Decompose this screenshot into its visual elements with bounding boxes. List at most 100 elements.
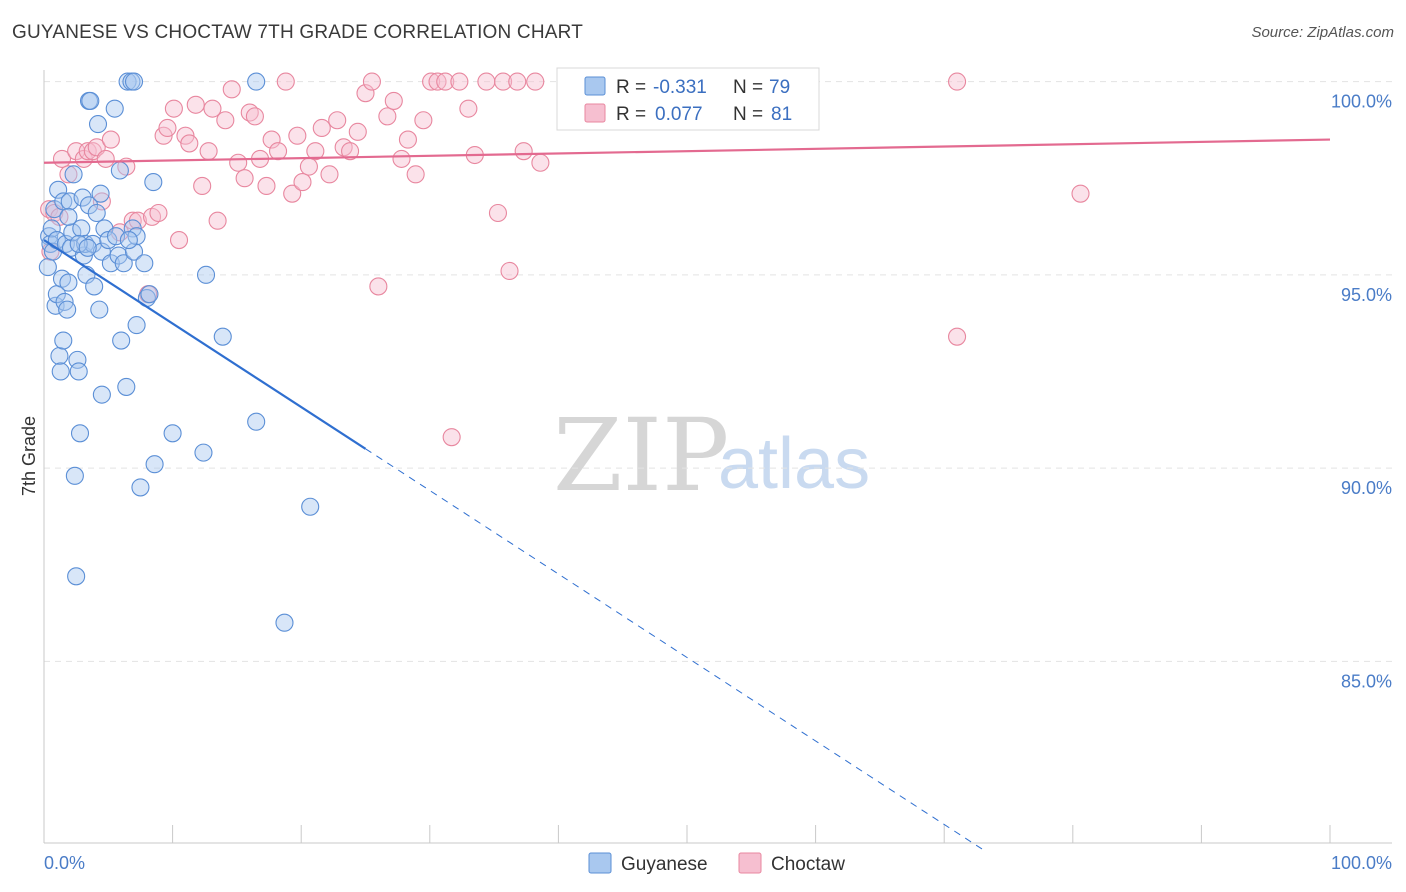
guyanese-point [135,254,154,273]
guyanese-point [213,327,232,346]
guyanese-point [65,466,84,485]
series-legend: Guyanese Choctaw [588,852,845,875]
guyanese-trend-line [43,239,367,450]
choctaw-point [235,169,254,188]
choctaw-point [406,165,425,184]
bottom-legend-label-choctaw: Choctaw [771,854,845,875]
choctaw-point [222,80,241,99]
guyanese-point [196,265,216,284]
choctaw-point [208,211,227,230]
choctaw-point [348,122,367,141]
guyanese-point [38,258,57,277]
y-tick-label-3: 100.0% [1331,92,1392,112]
choctaw-point [384,91,403,110]
y-axis-label: 7th Grade [19,416,39,496]
choctaw-point [229,153,248,172]
choctaw-point [477,72,496,91]
guyanese-point [46,296,65,315]
choctaw-point [450,72,469,91]
guyanese-point [68,350,87,369]
choctaw-point [362,72,381,91]
guyanese-point [131,478,150,497]
chart-title: GUYANESE VS CHOCTAW 7TH GRADE CORRELATIO… [12,22,584,43]
guyanese-point [70,424,90,443]
y-tick-label-1: 90.0% [1341,478,1392,498]
guyanese-point [58,300,77,319]
choctaw-point [283,184,302,203]
choctaw-point [369,277,388,296]
legend-swatch-guyanese [584,76,606,96]
guyanese-point [79,196,99,215]
guyanese-point [247,412,266,431]
guyanese-point [124,242,144,261]
legend-r-value-choctaw: 0.077 [655,104,703,125]
choctaw-point [341,142,360,161]
choctaw-point [158,118,177,138]
choctaw-trend-line [43,138,1331,164]
guyanese-point [124,72,144,91]
guyanese-point [117,377,136,396]
legend-n-label-guyanese: N = [733,77,763,98]
choctaw-point [488,203,508,223]
choctaw-point [269,142,288,161]
trend-lines [43,138,1331,850]
choctaw-point [378,107,397,126]
bottom-legend-swatch-choctaw [738,852,762,874]
legend-n-value-choctaw: 81 [771,104,792,125]
guyanese-point [59,273,78,292]
guyanese-point [67,567,86,586]
watermark-zip: ZIP [553,397,729,514]
choctaw-point [276,72,295,91]
choctaw-point [508,72,527,91]
choctaw-point [262,130,281,149]
guyanese-points [38,72,320,632]
choctaw-point [459,99,478,118]
correlation-legend: R = -0.331 N = 79 R = 0.077 N = 81 [556,67,820,131]
choctaw-point [96,149,115,168]
choctaw-point [306,142,325,161]
choctaw-point [203,99,222,118]
choctaw-point [199,142,218,161]
choctaw-point [123,211,142,230]
guyanese-point [54,331,73,350]
axes [43,70,1392,844]
choctaw-point [164,99,183,118]
guyanese-point [91,184,110,203]
x-ticks [43,825,1331,843]
chart-source: Source: ZipAtlas.com [1251,24,1394,41]
guyanese-point [92,385,111,404]
guyanese-point [50,346,69,366]
choctaw-point [428,72,447,91]
choctaw-point [514,142,533,161]
choctaw-point [180,134,199,153]
guyanese-point [247,72,266,91]
choctaw-point [149,203,168,223]
legend-swatch-choctaw [584,103,606,123]
watermark-atlas: atlas [718,424,870,504]
choctaw-point [312,118,331,138]
guyanese-point [145,455,164,474]
guyanese-point [163,424,182,443]
guyanese-point [105,99,124,118]
guyanese-point [275,613,294,632]
choctaw-point [328,111,347,130]
choctaw-point [392,149,411,168]
guyanese-point [88,115,108,134]
y-tick-label-2: 95.0% [1341,285,1392,305]
guyanese-point [90,300,109,319]
legend-r-label-choctaw: R = [616,104,646,125]
guyanese-point [118,72,137,91]
choctaw-point [186,95,205,114]
guyanese-point [63,223,82,242]
choctaw-point [442,428,461,447]
choctaw-point [320,165,339,184]
choctaw-point [245,107,264,126]
legend-n-value-guyanese: 79 [769,77,790,98]
legend-r-value-guyanese: -0.331 [653,77,707,98]
choctaw-point [948,72,967,91]
guyanese-point [301,497,320,516]
choctaw-point [494,72,513,91]
choctaw-point [293,173,312,192]
guyanese-point [144,173,163,192]
